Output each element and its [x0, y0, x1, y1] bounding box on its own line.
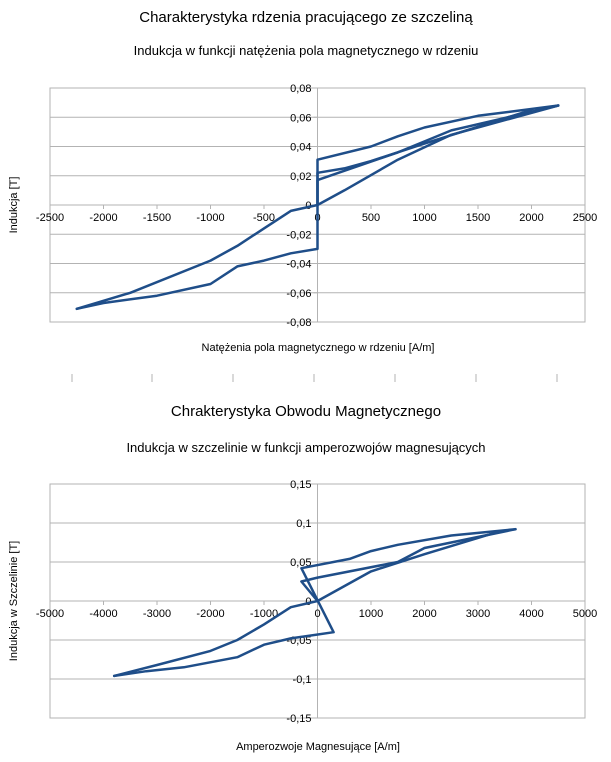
series-line: [112, 531, 496, 678]
x-tick-label: 2500: [573, 212, 597, 224]
y-tick-label: -0,04: [286, 259, 311, 271]
y-tick-label: -0,15: [286, 713, 311, 725]
series-line: [316, 104, 560, 207]
y-tick-label: 0,1: [296, 518, 311, 530]
x-tick-label: -500: [253, 212, 275, 224]
series-group: [112, 527, 517, 678]
chart-subtitle: Indukcja w funkcji natężenia pola magnet…: [134, 43, 479, 58]
y-tick-label: 0,15: [290, 479, 311, 491]
x-tick-label: -2500: [36, 212, 64, 224]
series-line: [75, 104, 560, 311]
x-axis-label: Natężenia pola magnetycznego w rdzeniu […: [202, 342, 435, 354]
y-tick-label: 0,05: [290, 557, 311, 569]
x-tick-label: -2000: [196, 608, 224, 620]
series-line: [316, 104, 560, 207]
x-tick-label: -3000: [143, 608, 171, 620]
y-tick-label: 0,04: [290, 142, 311, 154]
x-tick-label: -5000: [36, 608, 64, 620]
x-tick-label: 1000: [359, 608, 383, 620]
separator-ticks: [71, 374, 558, 382]
chart-title: Chrakterystyka Obwodu Magnetycznego: [171, 403, 441, 420]
series-line: [75, 108, 533, 311]
x-tick-label: 3000: [466, 608, 490, 620]
y-tick-label: 0,08: [290, 83, 311, 95]
x-tick-label: -1500: [143, 212, 171, 224]
chart-subtitle: Indukcja w szczelinie w funkcji amperozw…: [126, 440, 485, 455]
x-tick-label: -2000: [89, 212, 117, 224]
x-tick-label: 2000: [519, 212, 543, 224]
x-tick-label: -4000: [89, 608, 117, 620]
series-line: [112, 527, 517, 678]
y-tick-label: -0,06: [286, 288, 311, 300]
x-tick-label: 500: [362, 212, 380, 224]
x-tick-label: 1500: [466, 212, 490, 224]
x-tick-label: 1000: [412, 212, 436, 224]
series-line: [300, 527, 517, 603]
x-axis-label: Amperozwoje Magnesujące [A/m]: [236, 741, 400, 753]
x-tick-label: 0: [314, 608, 320, 620]
x-tick-label: 5000: [573, 608, 597, 620]
y-tick-label: -0,02: [286, 229, 311, 241]
x-tick-labels: -5000 -4000 -3000 -2000 -1000 0 1000 2000 3000 40…: [36, 608, 597, 620]
series-group: [75, 104, 560, 311]
x-tick-label: -1000: [196, 212, 224, 224]
y-tick-label: 0,02: [290, 171, 311, 183]
y-tick-label: -0,08: [286, 317, 311, 329]
chart-title: Charakterystyka rdzenia pracującego ze s…: [139, 9, 473, 26]
x-tick-label: -1000: [250, 608, 278, 620]
y-tick-label: -0,1: [293, 674, 312, 686]
circuit-chart: Chrakterystyka Obwodu Magnetycznego Indu…: [8, 403, 597, 753]
core-chart: Charakterystyka rdzenia pracującego ze s…: [8, 9, 597, 354]
y-tick-label: 0,06: [290, 112, 311, 124]
y-axis-label: Indukcja w Szczelinie [T]: [8, 541, 20, 661]
y-axis-label: Indukcja [T]: [8, 177, 20, 234]
x-tick-label: 2000: [412, 608, 436, 620]
x-tick-label: 4000: [519, 608, 543, 620]
